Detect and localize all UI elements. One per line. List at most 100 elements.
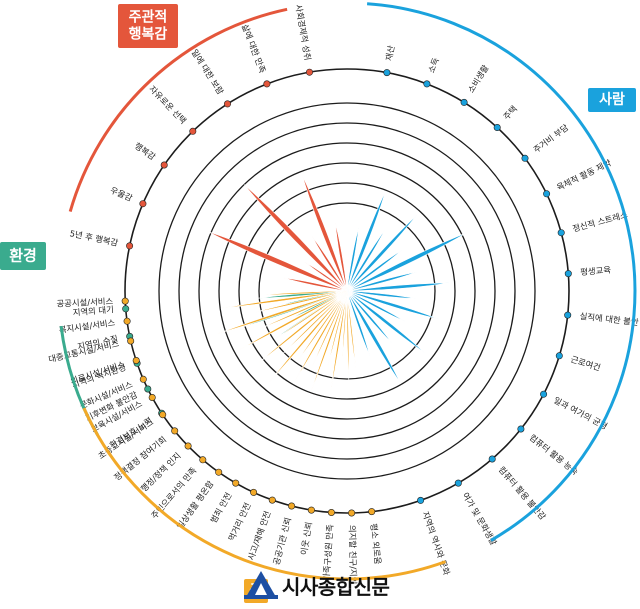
badge-environment-label: 환경 <box>9 247 37 265</box>
section-arcs <box>59 2 637 581</box>
marker-p-13 <box>454 479 462 487</box>
category-label: 근로여건 <box>569 354 601 373</box>
marker-s-2 <box>160 161 168 169</box>
arc-community <box>82 407 447 581</box>
chart-grid <box>124 68 570 514</box>
category-label: 정신적 스트레스 <box>571 209 629 234</box>
category-label: 공공기관 신뢰 <box>271 516 293 566</box>
marker-c-18 <box>121 297 129 305</box>
chart-bars <box>207 175 468 392</box>
category-label: 우울감 <box>109 185 134 203</box>
marker-c-16 <box>127 337 135 345</box>
bar-c-5 <box>310 290 348 392</box>
marker-c-14 <box>139 375 147 383</box>
bar-p-1 <box>346 191 386 292</box>
marker-s-1 <box>139 200 147 208</box>
marker-c-5 <box>268 496 276 504</box>
badge-subjective-label: 행복감 <box>129 26 168 43</box>
marker-p-11 <box>517 425 525 433</box>
category-label: 평소 외로움 <box>369 523 384 565</box>
bar-c-4 <box>327 290 348 367</box>
marker-c-0 <box>368 508 376 516</box>
bar-c-3 <box>330 290 348 390</box>
marker-c-4 <box>288 502 296 510</box>
marker-c-15 <box>132 356 140 364</box>
category-label: 실직에 대한 불안 <box>579 311 639 327</box>
publisher-logo-text: 시사종합신문 <box>282 574 390 599</box>
category-label: 의지할 친구/지인 <box>347 525 358 585</box>
marker-p-7 <box>564 270 572 278</box>
category-label: 지역의 대기 <box>72 304 114 317</box>
badge-people-label: 사람 <box>599 92 625 108</box>
grid-ring <box>158 102 536 480</box>
category-label: 먹거리 안전 <box>226 501 252 543</box>
bar-p-0 <box>346 226 360 292</box>
bar-c-15 <box>216 290 348 335</box>
bar-p-9 <box>346 290 440 320</box>
bar-s-4 <box>311 235 348 292</box>
category-markers <box>121 68 572 517</box>
bar-c-9 <box>268 290 348 383</box>
marker-p-4 <box>521 154 529 162</box>
bar-c-11 <box>258 290 348 363</box>
marker-c-10 <box>184 442 192 450</box>
category-label: 소득 <box>426 56 441 74</box>
bar-s-5 <box>302 175 348 292</box>
arc-subjective <box>68 7 288 213</box>
bar-p-4 <box>346 249 403 292</box>
marker-c-2 <box>327 508 335 516</box>
marker-p-2 <box>460 98 468 106</box>
marker-s-3 <box>189 127 197 135</box>
marker-p-14 <box>417 496 425 504</box>
bar-c-10 <box>282 290 348 354</box>
bar-c-2 <box>341 290 348 360</box>
category-label: 사고/재해 안전 <box>246 510 273 562</box>
marker-c-17 <box>123 317 131 325</box>
bar-p-13 <box>346 290 401 384</box>
marker-c-7 <box>232 479 240 487</box>
bar-c-7 <box>295 290 348 381</box>
bar-c-8 <box>297 290 348 362</box>
grid-ring <box>238 182 456 400</box>
category-label: 공공시설/서비스 <box>56 296 113 309</box>
marker-p-8 <box>564 311 572 319</box>
category-label: 자유로운 선택 <box>147 84 188 126</box>
category-label: 주거비 부담 <box>531 122 570 155</box>
bar-c-16 <box>253 290 348 313</box>
marker-p-5 <box>543 190 551 198</box>
arc-people <box>366 2 637 542</box>
category-label: 복지시설/서비스 <box>58 317 116 335</box>
bar-p-7 <box>346 282 450 292</box>
bar-p-10 <box>346 290 406 322</box>
marker-s-6 <box>305 68 313 76</box>
bar-p-5 <box>346 232 468 292</box>
bar-p-11 <box>346 290 426 354</box>
grid-ring <box>198 142 496 440</box>
bar-p-14 <box>346 290 371 357</box>
marker-c-9 <box>199 456 207 464</box>
category-label: 재산 <box>384 44 397 61</box>
bar-c-17 <box>220 290 348 309</box>
marker-p-3 <box>493 124 501 132</box>
bar-p-2 <box>346 229 386 292</box>
marker-c-6 <box>250 488 258 496</box>
marker-s-0 <box>126 242 134 250</box>
category-label: 평생교육 <box>580 265 612 277</box>
bar-c-1 <box>346 290 350 381</box>
marker-p-10 <box>540 390 548 398</box>
marker-c-12 <box>159 411 167 419</box>
bar-c-18 <box>261 290 348 296</box>
badge-subjective-label: 주관적 <box>129 9 168 26</box>
bar-c-12 <box>275 290 348 340</box>
bar-s-6 <box>335 223 348 292</box>
marker-p-9 <box>555 352 563 360</box>
marker-p-1 <box>423 80 431 88</box>
marker-e-4 <box>122 305 130 313</box>
marker-c-8 <box>215 468 223 476</box>
marker-p-12 <box>488 455 496 463</box>
marker-c-1 <box>348 509 356 517</box>
badge-subjective-box <box>118 4 178 48</box>
bar-p-12 <box>346 290 393 344</box>
marker-c-3 <box>307 506 315 514</box>
